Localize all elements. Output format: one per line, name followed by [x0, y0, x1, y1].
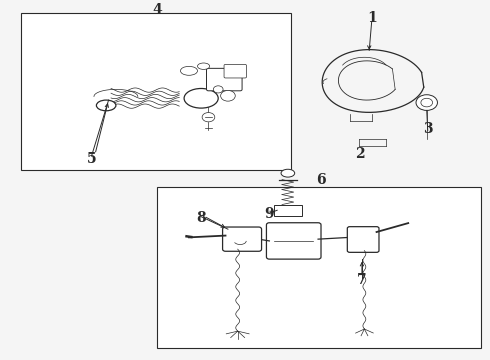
Text: 1: 1 [367, 11, 376, 25]
Text: 4: 4 [152, 3, 162, 17]
Circle shape [220, 90, 235, 101]
Text: 6: 6 [316, 172, 325, 186]
Ellipse shape [197, 63, 210, 69]
Bar [274, 204, 301, 216]
Circle shape [421, 98, 433, 107]
Ellipse shape [180, 66, 197, 75]
Circle shape [202, 113, 215, 122]
FancyBboxPatch shape [206, 68, 242, 91]
Text: 7: 7 [357, 273, 367, 287]
Circle shape [213, 86, 223, 93]
Text: 3: 3 [423, 122, 433, 136]
FancyBboxPatch shape [224, 64, 246, 78]
Text: 5: 5 [87, 152, 97, 166]
Ellipse shape [281, 169, 294, 177]
Bar [21, 13, 291, 170]
Text: 8: 8 [196, 211, 206, 225]
FancyBboxPatch shape [222, 227, 262, 251]
FancyBboxPatch shape [347, 227, 379, 252]
Bar [157, 188, 481, 348]
FancyBboxPatch shape [267, 223, 321, 259]
Text: 9: 9 [265, 207, 274, 221]
Ellipse shape [184, 89, 218, 108]
Ellipse shape [97, 100, 116, 111]
Text: 2: 2 [355, 147, 364, 161]
Circle shape [416, 95, 438, 111]
